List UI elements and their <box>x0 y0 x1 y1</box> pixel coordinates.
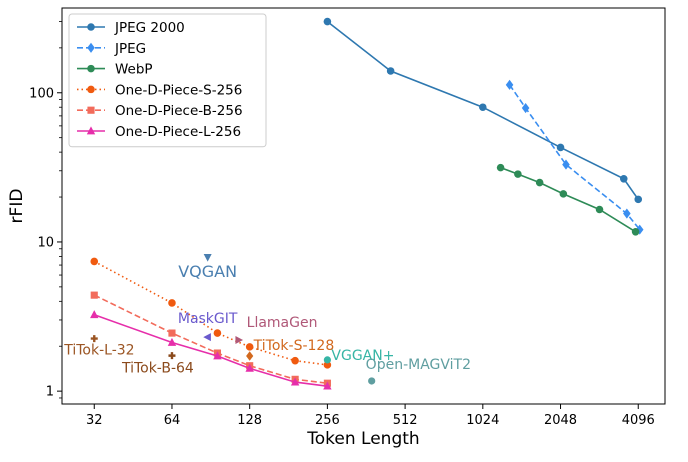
point-jpeg-2000 <box>479 103 487 112</box>
series-line-webp <box>500 166 637 233</box>
series-line-one-d-piece-b-256 <box>93 294 328 384</box>
annotation-label-maskgit: MaskGIT <box>178 311 238 327</box>
point-one-d-piece-b-256 <box>90 291 98 299</box>
x-tick-label: 128 <box>237 413 262 428</box>
annotation-label-vqgan: VQGAN <box>178 262 237 281</box>
series-line-one-d-piece-l-256 <box>94 314 328 387</box>
point-one-d-piece-l-256 <box>167 337 177 346</box>
annotation-marker-titok-s-128 <box>246 351 254 361</box>
x-tick-label: 64 <box>164 413 181 428</box>
point-jpeg-2000 <box>634 195 643 204</box>
point-one-d-piece-l-256 <box>213 351 222 360</box>
x-axis-label: Token Length <box>306 429 419 449</box>
x-tick-label: 32 <box>86 413 103 428</box>
legend-label-one-d-piece-l-256: One-D-Piece-L-256 <box>115 124 241 140</box>
x-tick-label: 512 <box>393 413 418 428</box>
plot-area: 32 64 128 256 512 1024 2048 4096 1 10 100 VQGAN Mask… <box>29 7 666 428</box>
legend-label-one-d-piece-b-256: One-D-Piece-B-256 <box>115 103 243 119</box>
point-webp <box>595 205 604 214</box>
legend-marker-one-d-piece-s-256 <box>87 85 95 94</box>
point-one-d-piece-s-256 <box>245 343 254 351</box>
y-tick-label: 100 <box>29 86 54 101</box>
x-tick-label: 4096 <box>622 413 655 428</box>
point-webp <box>559 190 568 198</box>
point-jpeg <box>505 79 514 90</box>
annotation-marker-titok-b-64 <box>168 352 176 360</box>
y-axis-label: rFID <box>7 189 27 224</box>
annotation-marker-vqgan <box>203 254 212 262</box>
annotation-label-titok-s-128: TiTok-S-128 <box>253 338 335 354</box>
legend-label-one-d-piece-s-256: One-D-Piece-S-256 <box>115 82 242 98</box>
annotation-marker-vggan <box>323 356 331 364</box>
legend-label-jpeg: JPEG <box>114 41 146 57</box>
legend-box <box>68 13 267 148</box>
y-tick-label: 1 <box>46 385 54 400</box>
legend: JPEG 2000 JPEG WebP One-D-Piece-S-256 One-D-… <box>68 13 267 148</box>
point-one-d-piece-l-256 <box>290 377 300 386</box>
point-one-d-piece-l-256 <box>90 310 99 319</box>
x-tick-label: 256 <box>315 413 340 428</box>
legend-marker-one-d-piece-b-256 <box>87 106 95 114</box>
point-jpeg <box>623 208 631 219</box>
series-line-one-d-piece-s-256 <box>93 260 328 366</box>
series-line-jpeg <box>508 84 641 231</box>
point-webp <box>631 228 640 236</box>
annotation-label-titok-b-64: TiTok-B-64 <box>121 361 194 377</box>
point-one-d-piece-l-256 <box>245 363 254 372</box>
point-jpeg <box>562 159 570 170</box>
point-one-d-piece-b-256 <box>168 329 176 337</box>
point-jpeg-2000 <box>556 143 565 152</box>
point-jpeg-2000 <box>619 175 628 183</box>
point-jpeg-2000 <box>386 67 395 75</box>
point-one-d-piece-s-256 <box>90 257 99 266</box>
annotation-label-vggan: VGGAN+ <box>331 348 394 364</box>
legend-marker-jpeg <box>87 42 95 53</box>
point-jpeg <box>521 103 530 114</box>
series-line-jpeg-2000 <box>326 20 639 200</box>
point-webp <box>514 170 522 178</box>
annotation-label-open-magvit2: Open-MAGViT2 <box>366 357 471 373</box>
plot-frame <box>61 7 666 405</box>
annotation-label-llamagen: LlamaGen <box>247 315 318 331</box>
legend-marker-webp <box>87 64 95 73</box>
annotation-label-titok-l-32: TiTok-L-32 <box>63 343 134 359</box>
point-webp <box>496 163 505 172</box>
annotation-marker-llamagen <box>235 336 244 345</box>
point-one-d-piece-s-256 <box>213 329 222 337</box>
point-webp <box>535 178 544 187</box>
point-jpeg-2000 <box>323 17 332 26</box>
point-one-d-piece-l-256 <box>323 381 332 390</box>
x-tick-label: 2048 <box>544 413 577 428</box>
x-tick-label: 1024 <box>466 413 499 428</box>
point-one-d-piece-s-256 <box>168 299 176 307</box>
annotation-marker-titok-l-32 <box>90 335 98 343</box>
legend-label-jpeg-2000: JPEG 2000 <box>114 20 185 36</box>
annotation-marker-open-magvit2 <box>368 377 376 385</box>
y-tick-label: 10 <box>37 235 54 250</box>
annotation-marker-maskgit <box>203 333 211 342</box>
point-one-d-piece-s-256 <box>291 356 299 365</box>
legend-label-webp: WebP <box>115 62 153 78</box>
point-one-d-piece-s-256 <box>323 361 332 369</box>
legend-marker-jpeg-2000 <box>87 23 95 31</box>
legend-marker-one-d-piece-l-256 <box>86 126 96 135</box>
